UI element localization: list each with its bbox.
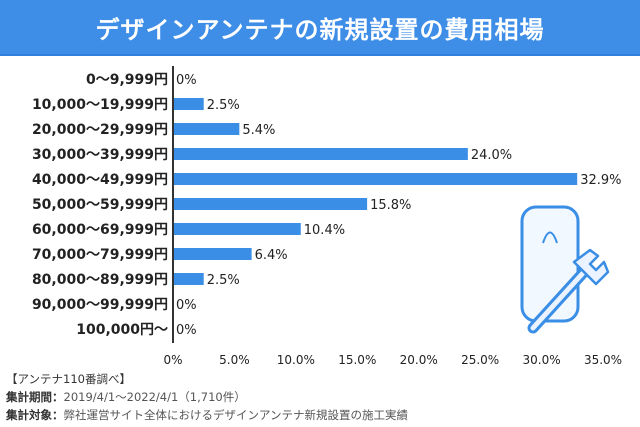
x-tick-label: 20.0% [400, 353, 438, 367]
chart-title: デザインアンテナの新規設置の費用相場 [95, 15, 545, 44]
title-banner: デザインアンテナの新規設置の費用相場 [0, 0, 640, 56]
source-credit: 【アンテナ110番調べ】 [6, 372, 131, 386]
value-label: 32.9% [580, 173, 621, 188]
category-label: 0〜9,999円 [86, 72, 168, 88]
value-label: 15.8% [370, 198, 411, 213]
design-antenna-with-wrench-icon [520, 205, 610, 334]
value-label: 10.4% [304, 223, 345, 238]
x-tick-label: 0% [163, 353, 182, 367]
bar [173, 98, 204, 110]
value-label: 5.4% [242, 123, 275, 138]
value-label: 0% [176, 298, 197, 313]
x-tick-label: 15.0% [338, 353, 376, 367]
category-label: 30,000〜39,999円 [32, 147, 168, 163]
target-note: 集計対象：弊社運営サイト全体におけるデザインアンテナ新規設置の施工実績 [6, 408, 409, 422]
x-tick-label: 35.0% [584, 353, 622, 367]
bar [173, 123, 240, 135]
value-label: 0% [176, 323, 197, 338]
value-label: 24.0% [471, 148, 512, 163]
bar [173, 273, 204, 285]
category-label: 80,000〜89,999円 [32, 272, 168, 288]
category-label: 40,000〜49,999円 [32, 172, 168, 188]
category-label: 50,000〜59,999円 [32, 197, 168, 213]
antenna-detail [542, 231, 558, 244]
bar [173, 148, 468, 160]
period-note: 集計期間：2019/4/1〜2022/4/1（1,710件） [6, 390, 246, 404]
chart-footer: 【アンテナ110番調べ】 集計期間：2019/4/1〜2022/4/1（1,71… [6, 370, 636, 424]
category-label: 10,000〜19,999円 [32, 97, 168, 113]
category-label: 100,000円〜 [76, 322, 168, 338]
bar [173, 223, 301, 235]
x-tick-label: 10.0% [277, 353, 315, 367]
x-tick-label: 5.0% [219, 353, 250, 367]
x-tick-label: 30.0% [523, 353, 561, 367]
category-label: 90,000〜99,999円 [32, 297, 168, 313]
value-label: 2.5% [207, 98, 240, 113]
bar [173, 248, 252, 260]
wrench-icon [527, 248, 610, 334]
bar [173, 173, 578, 185]
bar [173, 198, 368, 210]
category-label: 60,000〜69,999円 [32, 222, 168, 238]
value-label: 0% [176, 73, 197, 88]
value-label: 6.4% [255, 248, 288, 263]
value-label: 2.5% [207, 273, 240, 288]
category-label: 70,000〜79,999円 [32, 247, 168, 263]
category-label: 20,000〜29,999円 [32, 122, 168, 138]
x-tick-label: 25.0% [461, 353, 499, 367]
